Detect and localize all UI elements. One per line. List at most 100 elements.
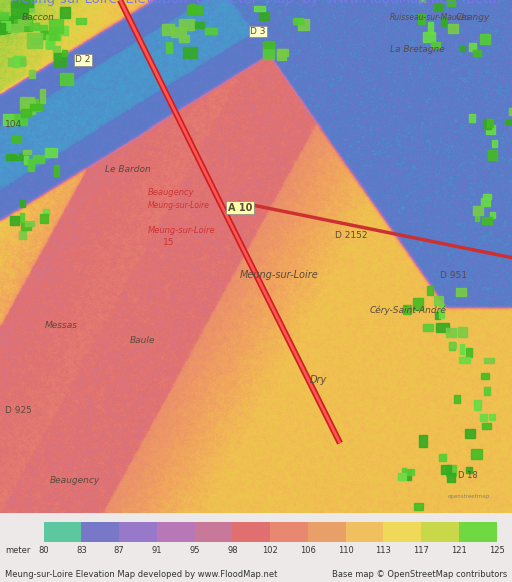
Text: Meung-sur-Loire Elevation Map developed by www.FloodMap.net: Meung-sur-Loire Elevation Map developed …: [5, 570, 278, 579]
Bar: [162, 23, 174, 35]
Bar: [13, 0, 28, 5]
Bar: [19, 231, 26, 239]
Bar: [20, 97, 34, 110]
Bar: [436, 323, 450, 332]
Bar: [298, 19, 309, 30]
Bar: [439, 454, 446, 460]
Bar: [171, 27, 185, 37]
Bar: [423, 31, 436, 41]
Bar: [263, 47, 273, 59]
Bar: [3, 114, 14, 125]
Bar: [459, 521, 497, 542]
Text: 98: 98: [227, 546, 238, 555]
Bar: [205, 28, 217, 34]
Bar: [76, 18, 86, 24]
Bar: [459, 357, 470, 363]
Bar: [195, 22, 204, 28]
Bar: [480, 34, 490, 44]
Bar: [24, 155, 29, 164]
Text: D 2: D 2: [75, 55, 91, 64]
Bar: [402, 305, 411, 314]
Bar: [483, 119, 491, 129]
Bar: [12, 135, 21, 141]
Text: D 951: D 951: [440, 271, 467, 280]
Bar: [439, 304, 444, 318]
Text: openstreetmap: openstreetmap: [448, 494, 490, 499]
Bar: [1, 16, 18, 29]
Bar: [441, 465, 451, 474]
Text: 80: 80: [38, 546, 49, 555]
Text: 83: 83: [76, 546, 87, 555]
Bar: [270, 521, 308, 542]
Bar: [31, 38, 42, 44]
Text: Messas: Messas: [45, 321, 78, 330]
Bar: [484, 387, 490, 395]
Bar: [435, 312, 440, 320]
Text: Dry: Dry: [310, 375, 327, 385]
Bar: [427, 286, 433, 296]
Bar: [446, 328, 456, 336]
Bar: [29, 98, 38, 107]
Text: D 18: D 18: [458, 471, 478, 480]
Bar: [18, 16, 31, 24]
Bar: [25, 221, 34, 226]
Bar: [465, 428, 475, 438]
Text: Meung-sur-Loire: Meung-sur-Loire: [240, 269, 319, 280]
Bar: [81, 521, 119, 542]
Bar: [431, 42, 440, 48]
Bar: [505, 119, 511, 125]
Text: 125: 125: [489, 546, 504, 555]
Bar: [481, 374, 489, 379]
Bar: [21, 223, 31, 230]
Bar: [0, 12, 8, 19]
Bar: [8, 24, 18, 33]
Bar: [179, 19, 194, 30]
Text: 110: 110: [338, 546, 353, 555]
Bar: [30, 23, 39, 30]
Bar: [483, 358, 494, 363]
Bar: [14, 56, 25, 65]
Bar: [449, 342, 455, 350]
Bar: [458, 327, 467, 338]
Text: Ruisseau-sur-Mauves: Ruisseau-sur-Mauves: [390, 13, 471, 22]
Bar: [53, 46, 60, 59]
Text: Baccon: Baccon: [22, 13, 55, 22]
Bar: [447, 473, 455, 481]
Bar: [46, 35, 54, 49]
Bar: [232, 521, 270, 542]
Bar: [471, 449, 482, 459]
Bar: [473, 50, 481, 56]
Bar: [40, 214, 48, 223]
Bar: [46, 41, 54, 48]
Bar: [0, 23, 5, 34]
Bar: [179, 34, 189, 42]
Bar: [421, 521, 459, 542]
Bar: [254, 6, 265, 12]
Text: D 2152: D 2152: [335, 230, 368, 240]
Bar: [474, 205, 483, 215]
Bar: [24, 150, 31, 154]
Bar: [466, 349, 473, 357]
Bar: [18, 19, 32, 31]
Bar: [482, 423, 491, 429]
Bar: [43, 210, 50, 215]
Text: A 10: A 10: [228, 203, 252, 212]
Text: Beaugency: Beaugency: [148, 187, 195, 197]
Text: Meung-sur-Loire: Meung-sur-Loire: [148, 201, 210, 210]
Bar: [10, 216, 19, 225]
Bar: [509, 108, 512, 115]
Bar: [19, 0, 34, 12]
Bar: [407, 470, 412, 480]
Text: Céry-Saint-André: Céry-Saint-André: [370, 306, 447, 315]
Bar: [434, 4, 443, 11]
Bar: [456, 288, 466, 296]
Bar: [0, 18, 13, 26]
Bar: [17, 0, 33, 6]
Bar: [259, 12, 269, 20]
Bar: [277, 49, 288, 55]
Bar: [49, 19, 62, 33]
Bar: [480, 414, 487, 421]
Bar: [469, 113, 475, 122]
Bar: [481, 198, 490, 205]
Bar: [460, 46, 465, 51]
